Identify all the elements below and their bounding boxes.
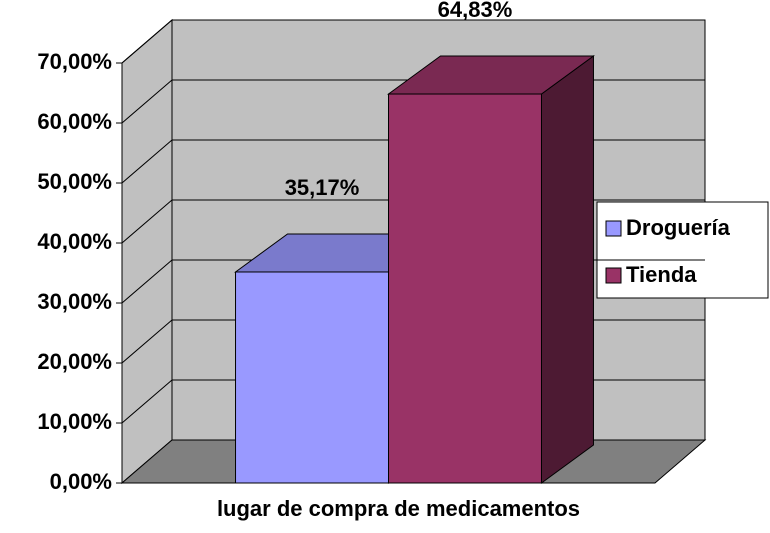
bar [235,271,389,484]
y-tick-label: 40,00% [37,229,112,254]
data-label: 35,17% [285,175,360,200]
bar-side [540,55,594,484]
y-tick-label: 60,00% [37,109,112,134]
y-tick-label: 20,00% [37,349,112,374]
side-wall [121,18,173,485]
legend-swatch [605,267,622,284]
y-tick-label: 50,00% [37,169,112,194]
legend-label: Droguería [626,215,731,240]
legend [596,201,769,299]
grid-line [121,19,705,64]
x-axis-label: lugar de compra de medicamentos [217,496,580,521]
bar [388,93,542,484]
y-tick-label: 70,00% [37,49,112,74]
legend-swatch [605,220,622,237]
y-tick-label: 0,00% [50,469,112,494]
y-tick-label: 10,00% [37,409,112,434]
data-label: 64,83% [438,0,513,22]
y-tick-label: 30,00% [37,289,112,314]
legend-label: Tienda [626,262,697,287]
